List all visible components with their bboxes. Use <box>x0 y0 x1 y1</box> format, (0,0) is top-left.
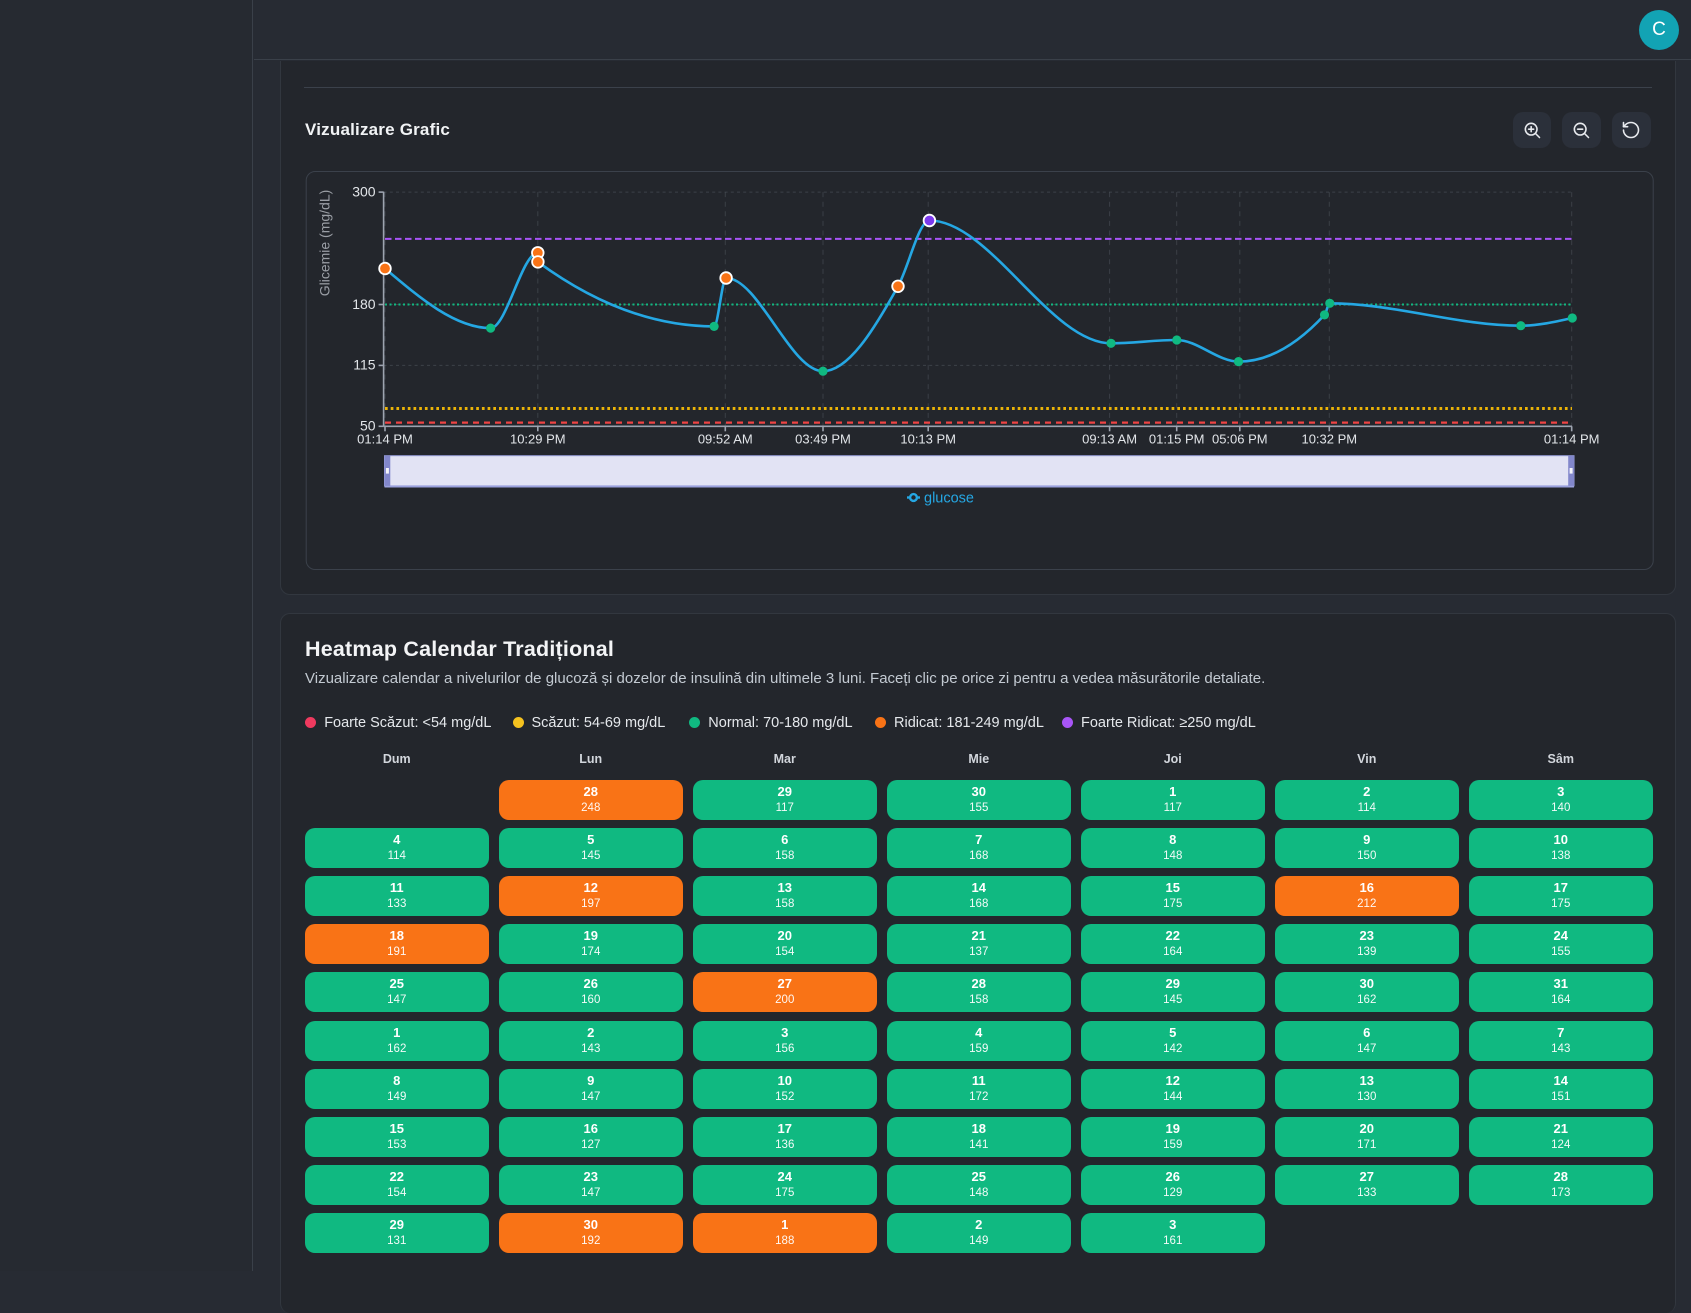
svg-text:10:32 PM: 10:32 PM <box>1301 431 1357 446</box>
svg-text:01:14 PM: 01:14 PM <box>357 431 413 446</box>
svg-text:09:13 AM: 09:13 AM <box>1082 431 1137 446</box>
svg-text:115: 115 <box>353 357 376 373</box>
svg-text:glucose: glucose <box>924 491 974 507</box>
svg-text:01:14 PM: 01:14 PM <box>1544 431 1600 446</box>
svg-text:10:29 PM: 10:29 PM <box>510 431 566 446</box>
svg-text:01:15 PM: 01:15 PM <box>1149 431 1205 446</box>
svg-text:10:13 PM: 10:13 PM <box>900 431 956 446</box>
svg-text:180: 180 <box>352 296 376 312</box>
svg-text:03:49 PM: 03:49 PM <box>795 431 851 446</box>
svg-text:09:52 AM: 09:52 AM <box>698 431 753 446</box>
svg-text:05:06 PM: 05:06 PM <box>1212 431 1268 446</box>
svg-text:300: 300 <box>352 183 376 199</box>
svg-text:Glicemie (mg/dL): Glicemie (mg/dL) <box>317 190 333 297</box>
svg-text:50: 50 <box>360 418 376 434</box>
